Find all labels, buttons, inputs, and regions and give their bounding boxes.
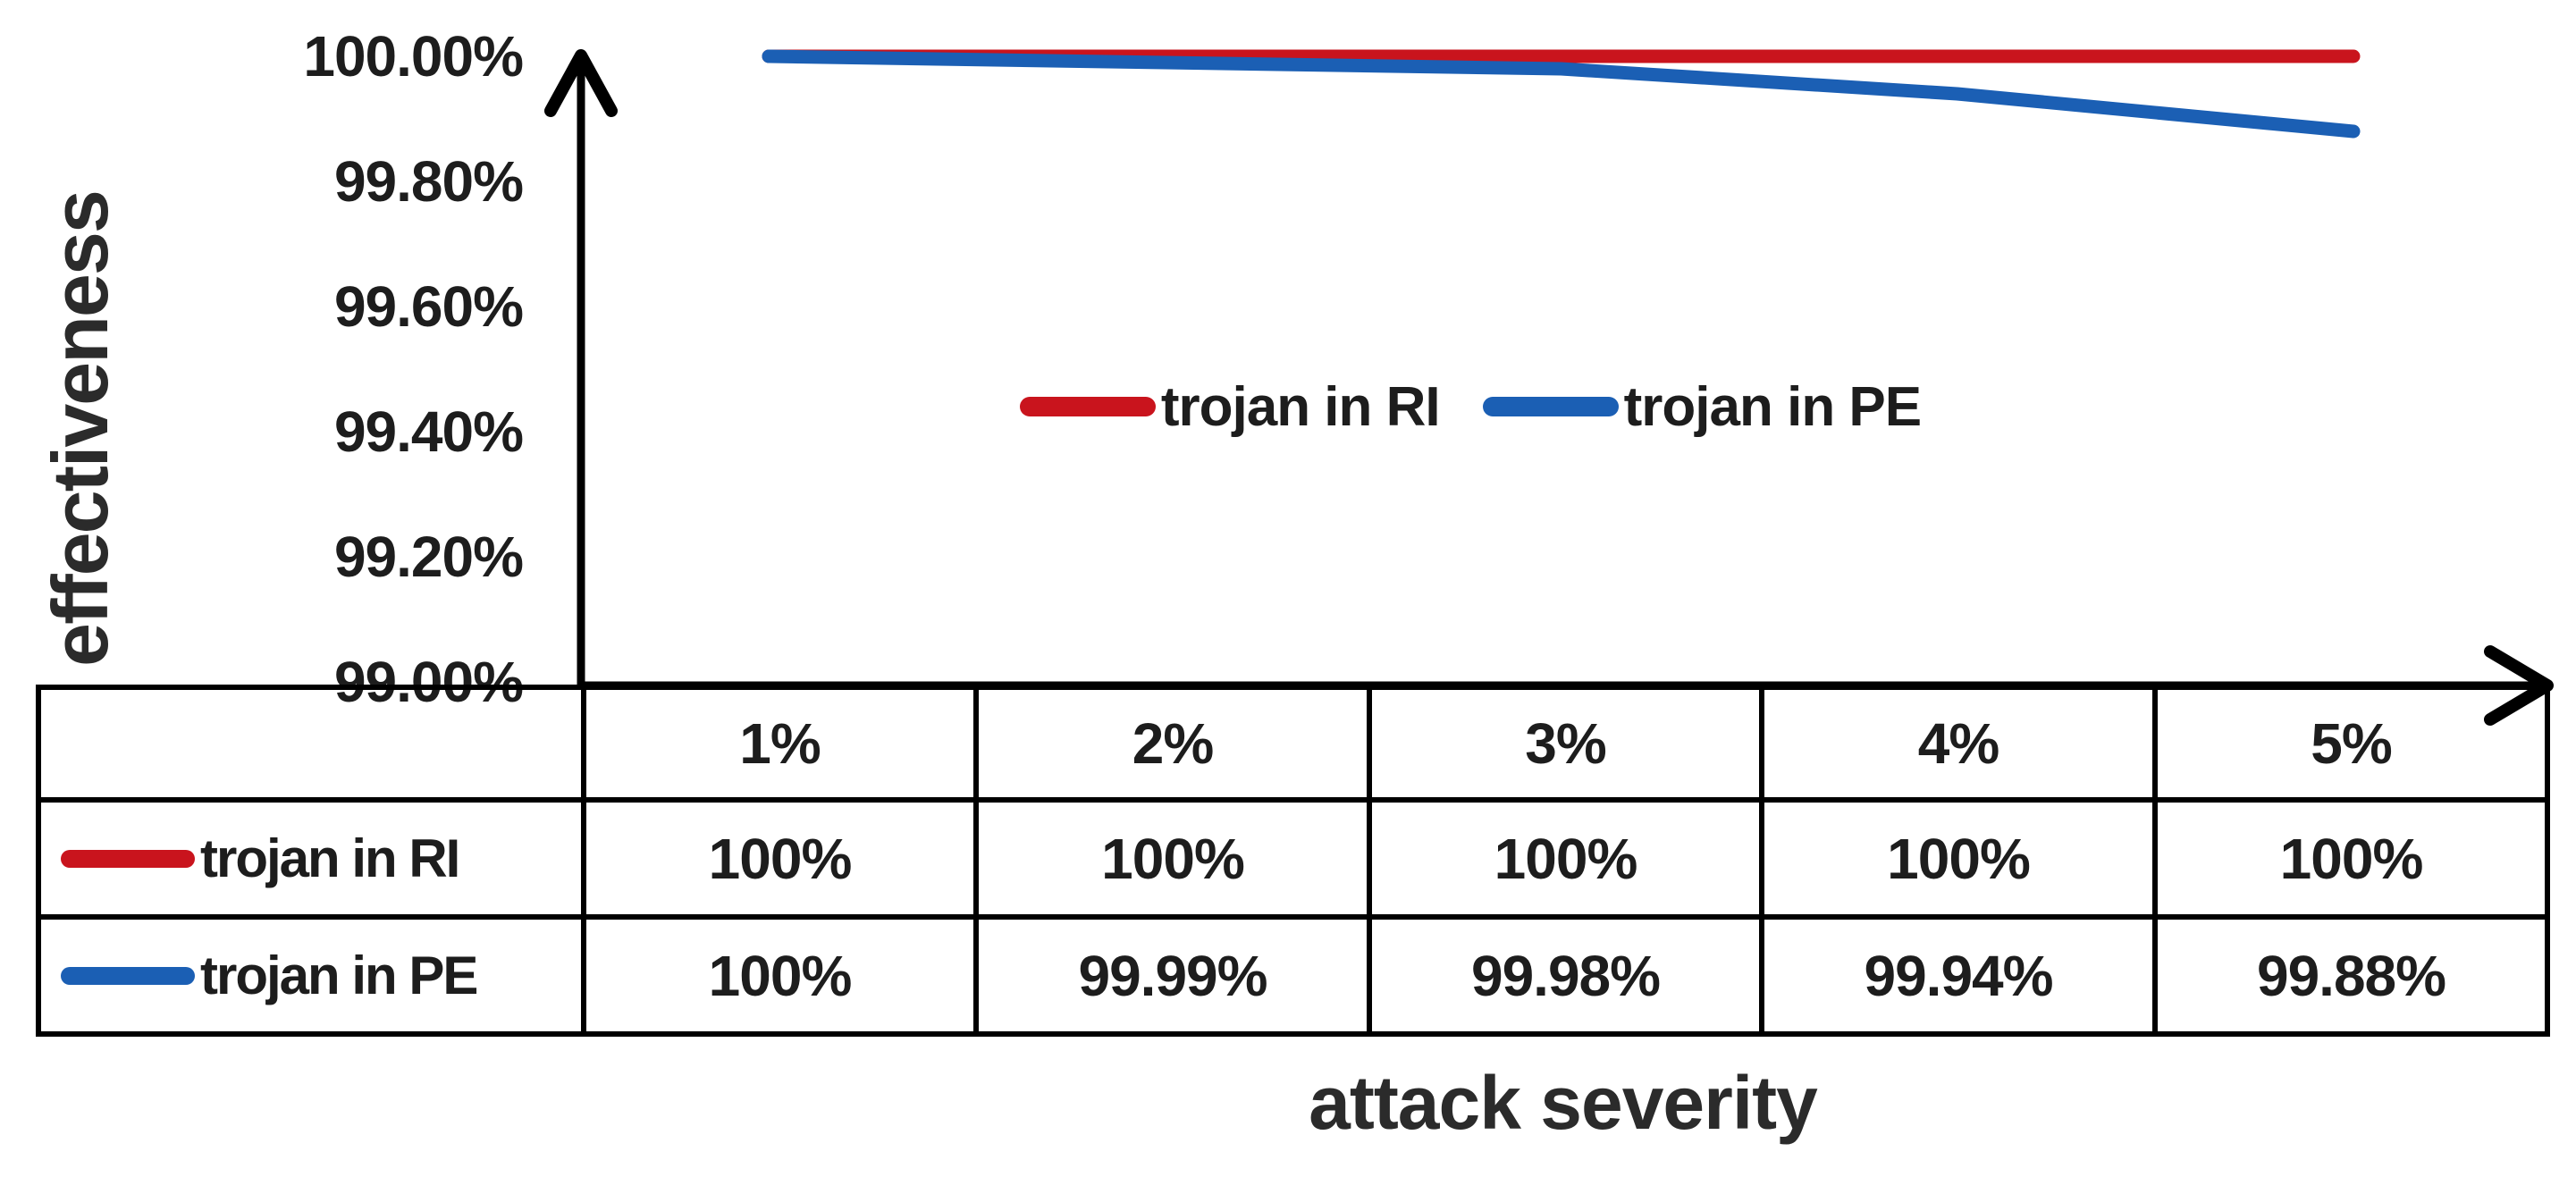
legend-line-swatch-blue-icon — [1482, 397, 1619, 416]
column-header: 3% — [1367, 685, 1764, 803]
y-tick: 99.60% — [333, 274, 524, 339]
row-label-text: trojan in PE — [200, 946, 478, 1005]
row-label-text: trojan in RI — [200, 828, 460, 888]
legend-line-swatch-red-icon — [1019, 397, 1156, 416]
table-cell: 100% — [2152, 797, 2550, 920]
series-line-swatch-red-icon — [61, 849, 195, 868]
table-cell: 100% — [1759, 797, 2158, 920]
table-cell: 100% — [581, 797, 979, 920]
column-header: 5% — [2152, 685, 2550, 803]
column-header: 4% — [1759, 685, 2158, 803]
column-header: 2% — [973, 685, 1372, 803]
table-cell: 99.99% — [973, 914, 1372, 1037]
plot-lines — [762, 49, 2361, 139]
y-tick: 99.80% — [333, 149, 524, 214]
table-header-row: 1% 2% 3% 4% 5% — [36, 685, 2550, 803]
table-cell: 99.88% — [2152, 914, 2550, 1037]
row-header-trojan-in-ri: trojan in RI — [36, 797, 586, 920]
legend-label: trojan in RI — [1160, 375, 1441, 438]
row-header-trojan-in-pe: trojan in PE — [36, 914, 586, 1037]
chart-legend: trojan in RI trojan in PE — [487, 360, 2454, 453]
table-cell: 99.94% — [1759, 914, 2158, 1037]
table-row: trojan in PE 100% 99.99% 99.98% 99.94% 9… — [36, 914, 2550, 1037]
y-tick: 99.40% — [333, 399, 524, 464]
series-line-trojan-in-pe — [762, 49, 2361, 139]
table-cell: 100% — [973, 797, 1372, 920]
y-axis-tick-labels: 100.00% 99.80% 99.60% 99.40% 99.20% 99.0… — [0, 0, 524, 744]
table-cell: 99.98% — [1367, 914, 1764, 1037]
table-corner-blank — [36, 685, 586, 803]
y-tick: 99.20% — [333, 525, 524, 589]
y-tick: 100.00% — [303, 24, 524, 88]
series-line-swatch-blue-icon — [61, 966, 195, 985]
column-header: 1% — [581, 685, 979, 803]
table-cell: 100% — [581, 914, 979, 1037]
legend-label: trojan in PE — [1623, 375, 1922, 438]
x-axis-title: attack severity — [1309, 1061, 1818, 1145]
table-cell: 100% — [1367, 797, 1764, 920]
legend-item-trojan-in-pe: trojan in PE — [1482, 375, 1922, 439]
table-row: trojan in RI 100% 100% 100% 100% 100% — [36, 797, 2550, 920]
legend-item-trojan-in-ri: trojan in RI — [1019, 375, 1441, 439]
chart-data-table: 1% 2% 3% 4% 5% trojan in RI 100% 100% 10… — [36, 685, 2550, 1037]
y-axis-arrowhead-icon — [544, 49, 618, 117]
